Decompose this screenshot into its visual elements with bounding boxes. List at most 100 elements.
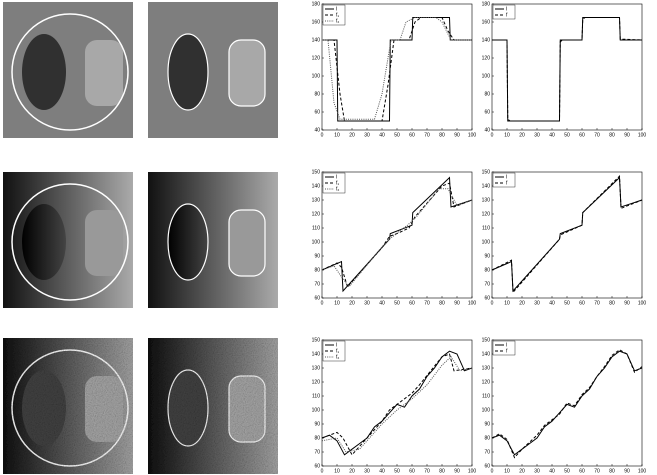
image-panel [148, 172, 278, 308]
legend-label: f₂ [336, 186, 339, 192]
x-tick-label: 20 [519, 132, 525, 138]
x-tick-label: 0 [321, 300, 324, 306]
y-tick-label: 160 [482, 19, 491, 25]
image-panel [3, 338, 133, 474]
x-tick-label: 10 [504, 132, 510, 138]
x-tick-label: 70 [424, 468, 430, 474]
image-panel [3, 172, 133, 308]
x-tick-label: 0 [321, 132, 324, 138]
y-tick-label: 80 [484, 91, 490, 97]
x-tick-label: 60 [409, 300, 415, 306]
x-tick-label: 100 [468, 300, 477, 306]
y-tick-label: 120 [312, 55, 321, 61]
figure: 4060801001201401601800102030405060708090… [0, 0, 657, 475]
x-tick-label: 10 [334, 300, 340, 306]
line-chart: 6070809010011012013014015001020304050607… [312, 169, 477, 306]
x-tick-label: 80 [609, 468, 615, 474]
y-tick-label: 60 [314, 109, 320, 115]
x-tick-label: 90 [454, 468, 460, 474]
y-tick-label: 130 [482, 197, 491, 203]
y-tick-label: 70 [314, 281, 320, 287]
x-tick-label: 100 [638, 468, 647, 474]
y-tick-label: 120 [312, 211, 321, 217]
y-tick-label: 60 [314, 295, 320, 301]
plot-frame [492, 172, 642, 298]
y-tick-label: 130 [482, 365, 491, 371]
y-tick-label: 130 [312, 197, 321, 203]
y-tick-label: 120 [312, 379, 321, 385]
x-tick-label: 90 [624, 468, 630, 474]
x-tick-label: 30 [364, 468, 370, 474]
y-tick-label: 140 [482, 183, 491, 189]
y-tick-label: 140 [312, 37, 321, 43]
y-tick-label: 150 [482, 337, 491, 343]
y-tick-label: 80 [484, 435, 490, 441]
y-tick-label: 80 [314, 267, 320, 273]
y-tick-label: 80 [484, 267, 490, 273]
x-tick-label: 40 [379, 468, 385, 474]
y-tick-label: 90 [484, 253, 490, 259]
x-tick-label: 50 [394, 468, 400, 474]
y-tick-label: 180 [482, 1, 491, 7]
x-tick-label: 60 [579, 468, 585, 474]
x-tick-label: 10 [504, 300, 510, 306]
x-tick-label: 50 [394, 300, 400, 306]
x-tick-label: 40 [379, 132, 385, 138]
x-tick-label: 100 [638, 300, 647, 306]
x-tick-label: 30 [534, 468, 540, 474]
plot-frame [492, 340, 642, 466]
image-panel [148, 2, 278, 138]
y-tick-label: 100 [482, 239, 491, 245]
y-tick-label: 120 [482, 55, 491, 61]
x-tick-label: 40 [549, 468, 555, 474]
y-tick-label: 140 [482, 351, 491, 357]
y-tick-label: 60 [484, 463, 490, 469]
y-tick-label: 140 [312, 351, 321, 357]
y-tick-label: 60 [484, 109, 490, 115]
y-tick-label: 120 [482, 211, 491, 217]
x-tick-label: 70 [424, 300, 430, 306]
x-tick-label: 50 [564, 300, 570, 306]
y-tick-label: 120 [482, 379, 491, 385]
x-tick-label: 40 [549, 132, 555, 138]
y-tick-label: 40 [314, 127, 320, 133]
y-tick-label: 110 [482, 225, 490, 231]
image-panel [3, 2, 133, 138]
x-tick-label: 50 [394, 132, 400, 138]
y-tick-label: 110 [312, 225, 320, 231]
y-tick-label: 180 [312, 1, 321, 7]
y-tick-label: 100 [312, 73, 321, 79]
y-tick-label: 60 [484, 295, 490, 301]
x-tick-label: 90 [454, 300, 460, 306]
y-tick-label: 140 [482, 37, 491, 43]
x-tick-label: 20 [519, 300, 525, 306]
x-tick-label: 0 [321, 468, 324, 474]
x-tick-label: 0 [491, 300, 494, 306]
page: 4060801001201401601800102030405060708090… [0, 0, 657, 475]
y-tick-label: 130 [312, 365, 321, 371]
legend-label: f₂ [336, 354, 339, 360]
legend [493, 5, 515, 19]
x-tick-label: 20 [519, 468, 525, 474]
x-tick-label: 60 [409, 132, 415, 138]
x-tick-label: 80 [609, 300, 615, 306]
x-tick-label: 90 [454, 132, 460, 138]
y-tick-label: 100 [482, 407, 491, 413]
x-tick-label: 70 [594, 468, 600, 474]
x-tick-label: 0 [491, 468, 494, 474]
x-tick-label: 30 [364, 300, 370, 306]
x-tick-label: 20 [349, 300, 355, 306]
x-tick-label: 40 [549, 300, 555, 306]
y-tick-label: 70 [484, 449, 490, 455]
y-tick-label: 60 [314, 463, 320, 469]
y-tick-label: 140 [312, 183, 321, 189]
x-tick-label: 60 [409, 468, 415, 474]
x-tick-label: 30 [364, 132, 370, 138]
x-tick-label: 70 [594, 300, 600, 306]
x-tick-label: 70 [594, 132, 600, 138]
legend-label: f₂ [336, 18, 339, 24]
